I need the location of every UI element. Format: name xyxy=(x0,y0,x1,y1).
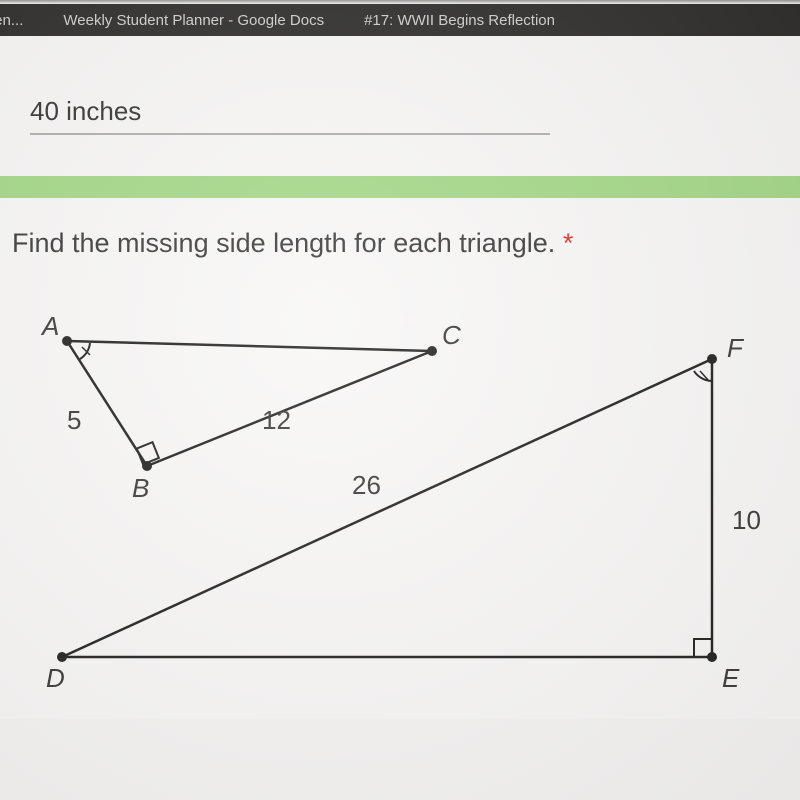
browser-tab-bar: ensen... Weekly Student Planner - Google… xyxy=(0,4,800,36)
vertex-E: E xyxy=(722,663,740,693)
vertex-A: A xyxy=(40,311,59,341)
triangle-diagram: A B C 5 12 D E F 26 xyxy=(12,299,780,719)
side-FE: 10 xyxy=(732,505,761,535)
vertex-C: C xyxy=(442,320,461,350)
section-divider xyxy=(0,176,800,198)
previous-answer-area: 40 inches xyxy=(0,36,800,176)
question-text: Find the missing side length for each tr… xyxy=(12,228,780,259)
answer-input[interactable]: 40 inches xyxy=(30,96,141,126)
vertex-B: B xyxy=(132,473,149,503)
tab-1[interactable]: ensen... xyxy=(0,12,23,29)
side-AB: 5 xyxy=(67,405,81,435)
tab-2[interactable]: Weekly Student Planner - Google Docs xyxy=(63,12,324,29)
question-area: Find the missing side length for each tr… xyxy=(0,198,800,719)
side-DF: 26 xyxy=(352,470,381,500)
vertex-D: D xyxy=(46,663,65,693)
vertex-F: F xyxy=(727,333,745,363)
required-indicator: * xyxy=(563,228,574,258)
tab-3[interactable]: #17: WWII Begins Reflection xyxy=(364,12,555,29)
side-BC: 12 xyxy=(262,405,291,435)
